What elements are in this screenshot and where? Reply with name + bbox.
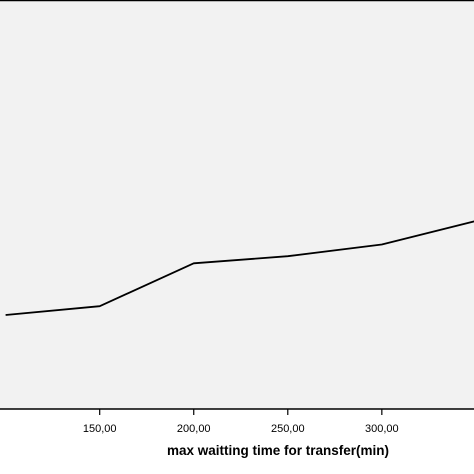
x-tick-label: 300,00 — [365, 423, 399, 435]
x-axis-ticks — [99, 409, 383, 415]
plot-area — [0, 0, 474, 409]
x-tick-label: 150,00 — [83, 423, 117, 435]
x-tick-label: 200,00 — [177, 423, 211, 435]
x-axis-title: max waitting time for transfer(min) — [167, 443, 389, 458]
series-line — [5, 220, 474, 316]
x-tick-label: 250,00 — [271, 423, 305, 435]
